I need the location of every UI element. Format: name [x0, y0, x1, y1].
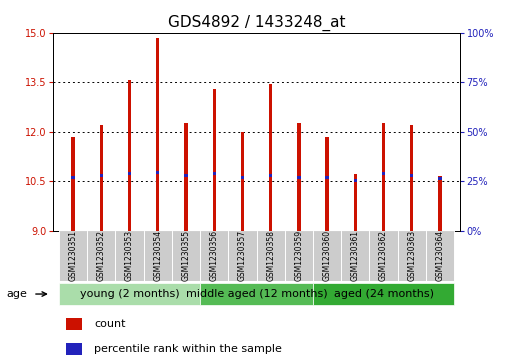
Bar: [438, 177, 441, 180]
Text: GSM1230355: GSM1230355: [181, 231, 190, 281]
Text: GSM1230362: GSM1230362: [379, 231, 388, 281]
Bar: [438, 176, 441, 231]
Bar: [72, 136, 75, 231]
Bar: [313, 231, 341, 281]
Text: GSM1230361: GSM1230361: [351, 231, 360, 281]
Text: GSM1230351: GSM1230351: [69, 231, 78, 281]
Bar: [66, 343, 82, 355]
Bar: [59, 231, 87, 281]
Bar: [200, 282, 313, 306]
Bar: [87, 231, 115, 281]
Bar: [326, 136, 329, 231]
Bar: [257, 231, 285, 281]
Text: GSM1230360: GSM1230360: [323, 231, 332, 281]
Bar: [212, 89, 216, 231]
Bar: [59, 282, 200, 306]
Text: age: age: [6, 289, 27, 299]
Bar: [241, 176, 244, 179]
Bar: [269, 84, 272, 231]
Bar: [269, 174, 272, 177]
Bar: [410, 174, 414, 177]
Text: middle aged (12 months): middle aged (12 months): [186, 289, 327, 298]
Bar: [212, 172, 216, 175]
Bar: [382, 123, 385, 231]
Bar: [156, 171, 160, 174]
Bar: [369, 231, 398, 281]
Bar: [341, 231, 369, 281]
Bar: [354, 179, 357, 182]
Bar: [128, 81, 131, 231]
Bar: [297, 123, 301, 231]
Bar: [382, 172, 385, 175]
Bar: [72, 176, 75, 179]
Bar: [410, 125, 414, 231]
Bar: [100, 174, 103, 177]
Bar: [241, 132, 244, 231]
Bar: [144, 231, 172, 281]
Text: GSM1230356: GSM1230356: [210, 231, 219, 281]
Bar: [156, 38, 160, 231]
Bar: [172, 231, 200, 281]
Text: GSM1230364: GSM1230364: [435, 231, 444, 281]
Text: percentile rank within the sample: percentile rank within the sample: [94, 344, 282, 354]
Text: GSM1230358: GSM1230358: [266, 231, 275, 281]
Text: GSM1230357: GSM1230357: [238, 231, 247, 281]
Title: GDS4892 / 1433248_at: GDS4892 / 1433248_at: [168, 15, 345, 31]
Bar: [297, 176, 301, 179]
Bar: [100, 125, 103, 231]
Bar: [200, 231, 228, 281]
Text: young (2 months): young (2 months): [80, 289, 179, 298]
Bar: [285, 231, 313, 281]
Text: GSM1230359: GSM1230359: [294, 231, 303, 281]
Text: aged (24 months): aged (24 months): [334, 289, 433, 298]
Text: GSM1230354: GSM1230354: [153, 231, 162, 281]
Bar: [66, 318, 82, 330]
Bar: [184, 123, 187, 231]
Text: count: count: [94, 319, 125, 329]
Bar: [313, 282, 454, 306]
Bar: [398, 231, 426, 281]
Text: GSM1230353: GSM1230353: [125, 231, 134, 281]
Text: GSM1230363: GSM1230363: [407, 231, 416, 281]
Bar: [184, 174, 187, 177]
Bar: [426, 231, 454, 281]
Bar: [326, 176, 329, 179]
Bar: [354, 175, 357, 231]
Bar: [115, 231, 144, 281]
Bar: [128, 172, 131, 175]
Bar: [228, 231, 257, 281]
Text: GSM1230352: GSM1230352: [97, 231, 106, 281]
